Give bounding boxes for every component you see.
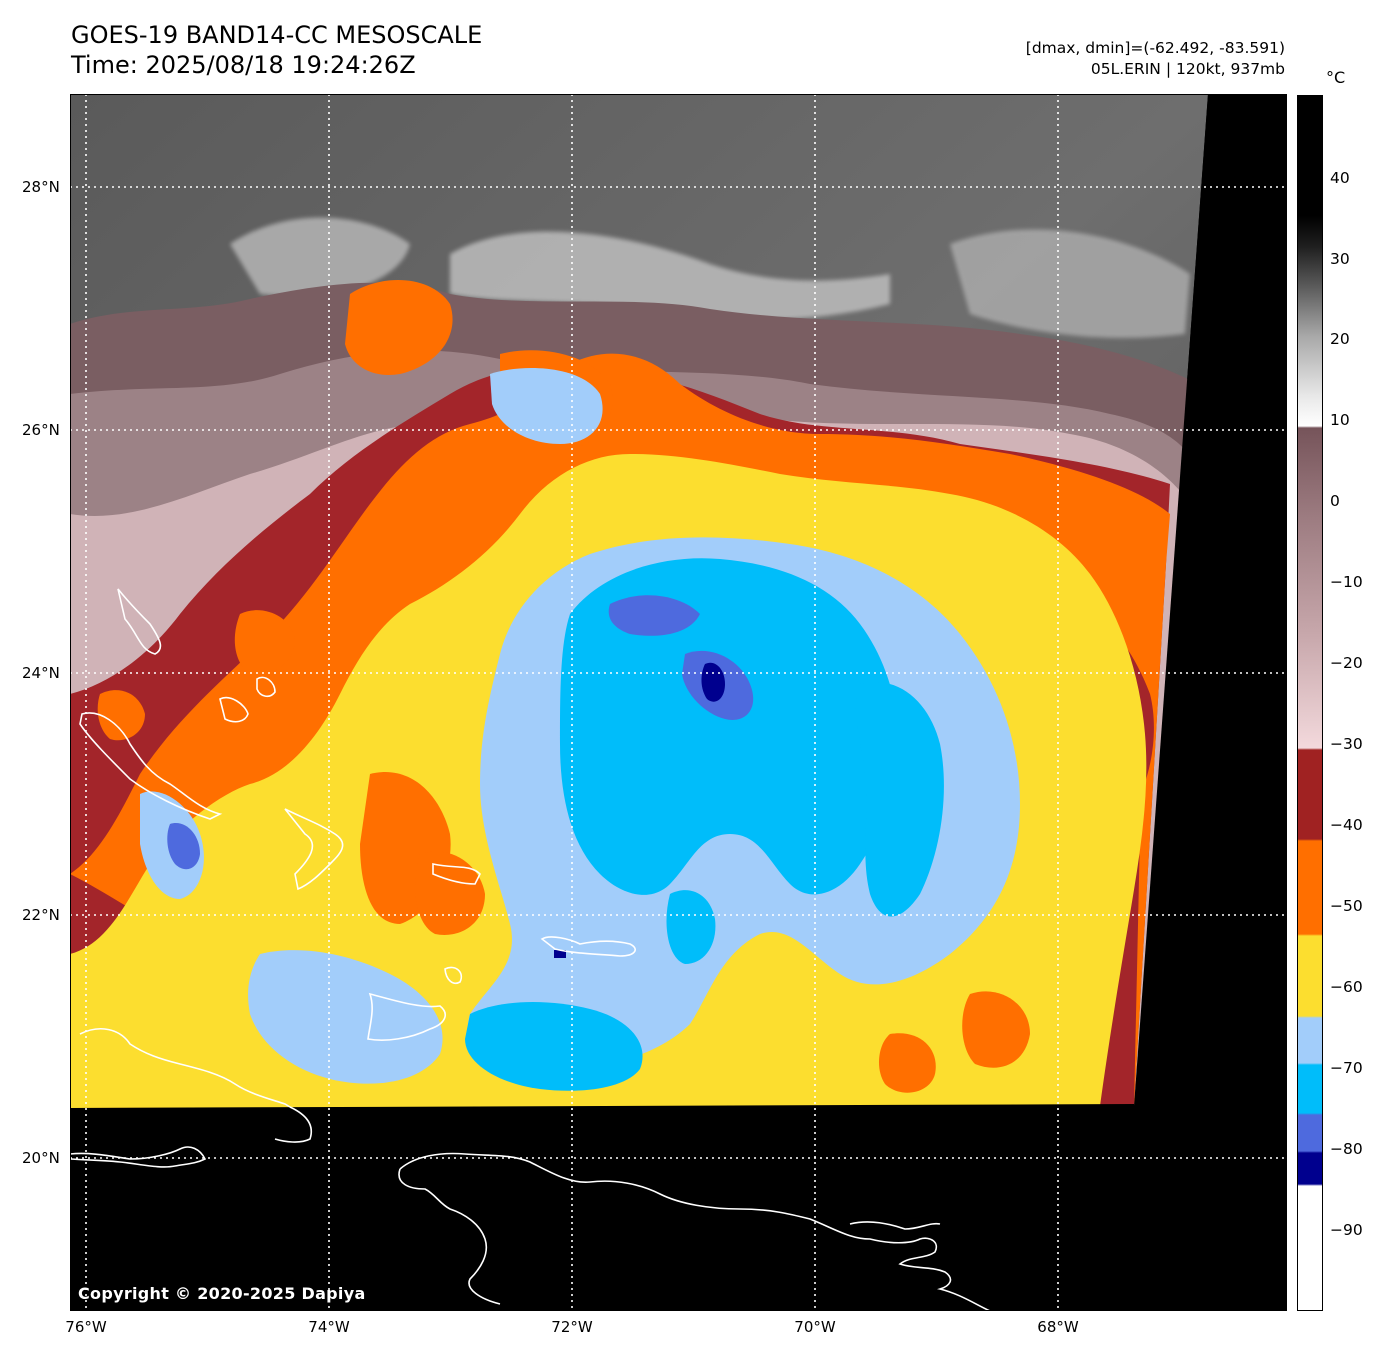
lat-label-20n: 20°N [22, 1149, 60, 1167]
lon-label-68w: 68°W [1037, 1318, 1079, 1336]
colorbar-tick: −70 [1330, 1059, 1363, 1077]
imagery-swath [70, 94, 1208, 1108]
colorbar-tick: 40 [1330, 169, 1350, 187]
colorbar-tick: −50 [1330, 897, 1363, 915]
colorbar-tick: −90 [1330, 1221, 1363, 1239]
lat-label-24n: 24°N [22, 664, 60, 682]
colorbar-tick: −10 [1330, 573, 1363, 591]
lat-label-26n: 26°N [22, 421, 60, 439]
map-title: GOES-19 BAND14-CC MESOSCALE [71, 21, 483, 49]
colorbar-tick: −40 [1330, 816, 1363, 834]
satellite-image [70, 94, 1287, 1311]
lat-label-28n: 28°N [22, 178, 60, 196]
colorbar-tick: −60 [1330, 978, 1363, 996]
map-timestamp: Time: 2025/08/18 19:24:26Z [71, 51, 416, 79]
no-data-south [70, 1104, 1134, 1311]
lon-label-74w: 74°W [308, 1318, 350, 1336]
coastlines [70, 588, 991, 1311]
colorbar [1297, 95, 1323, 1311]
colorbar-tick: 20 [1330, 330, 1350, 348]
graticule [70, 94, 1287, 1311]
storm-info: 05L.ERIN | 120kt, 937mb [1090, 60, 1285, 78]
lon-label-72w: 72°W [551, 1318, 593, 1336]
range-info: [dmax, dmin]=(-62.492, -83.591) [1025, 39, 1285, 57]
colorbar-tick: 10 [1330, 411, 1350, 429]
colorbar-tick: −80 [1330, 1140, 1363, 1158]
colorbar-tick: −30 [1330, 735, 1363, 753]
lat-label-22n: 22°N [22, 906, 60, 924]
colorbar-tick: −20 [1330, 654, 1363, 672]
colorbar-tick: 30 [1330, 250, 1350, 268]
colorbar-unit: °C [1326, 68, 1346, 87]
copyright-text: Copyright © 2020-2025 Dapiya [78, 1284, 366, 1303]
lon-label-70w: 70°W [794, 1318, 836, 1336]
colorbar-tick: 0 [1330, 492, 1340, 510]
no-data-east [1134, 94, 1287, 1311]
satellite-map [70, 94, 1287, 1311]
lon-label-76w: 76°W [65, 1318, 107, 1336]
